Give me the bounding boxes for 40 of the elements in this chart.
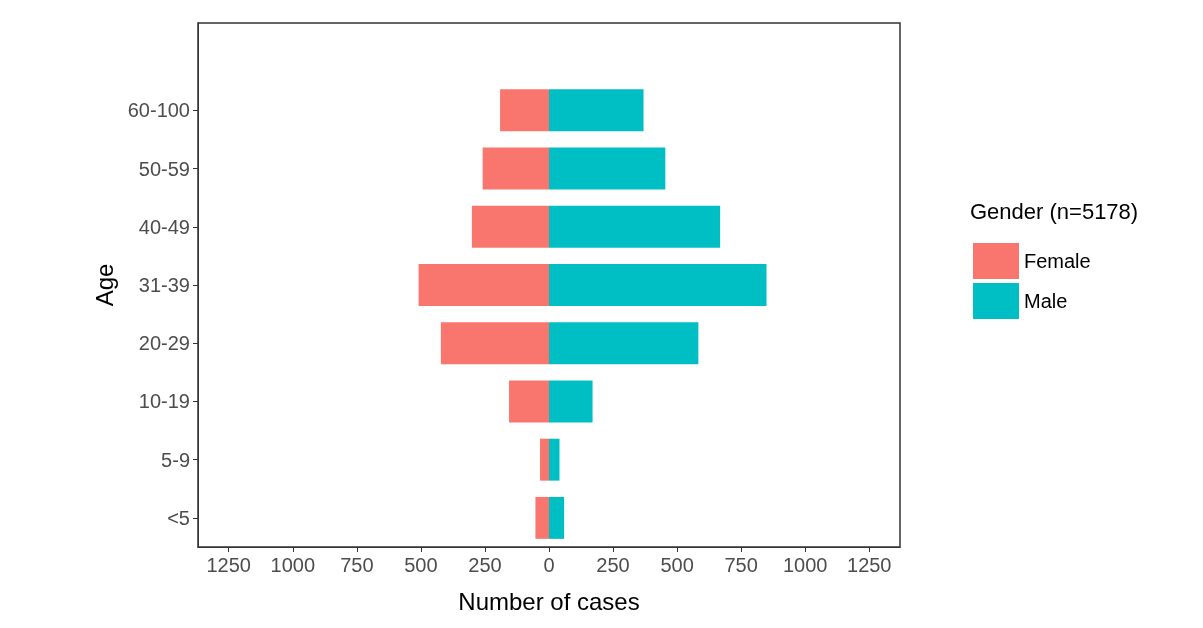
bar <box>482 147 549 190</box>
y-tick-label: 50-59 <box>138 157 190 180</box>
bar <box>549 205 721 248</box>
x-tick-label: 500 <box>660 554 694 576</box>
bar <box>549 322 699 365</box>
bar <box>500 89 549 132</box>
x-tick-label: 1000 <box>270 554 316 576</box>
bar <box>440 322 549 365</box>
y-tick-label: 5-9 <box>161 448 190 471</box>
x-tick-label: 500 <box>404 554 438 576</box>
x-tick-label: 750 <box>724 554 758 576</box>
bar <box>509 380 549 423</box>
bar <box>535 496 549 539</box>
bar <box>540 438 549 481</box>
x-tick-label: 1250 <box>847 554 892 576</box>
y-tick-label: 40-49 <box>138 215 190 238</box>
y-axis-title: Age <box>90 263 118 307</box>
y-tick-label: 60-100 <box>127 99 190 122</box>
y-tick-label: 20-29 <box>138 332 190 355</box>
x-tick-label: 250 <box>468 554 502 576</box>
bar <box>549 264 767 306</box>
bar <box>549 147 666 190</box>
x-tick-label: 250 <box>596 554 630 576</box>
bar <box>549 89 644 132</box>
y-tick-label: 10-19 <box>138 390 190 413</box>
legend-label: Male <box>1024 290 1068 312</box>
bar <box>549 496 565 539</box>
bar <box>418 264 549 306</box>
bar <box>549 380 593 423</box>
bar <box>471 205 549 248</box>
x-tick-label: 0 <box>543 554 555 576</box>
x-tick-label: 1250 <box>206 554 251 576</box>
legend-title: Gender (n=5178) <box>970 198 1139 224</box>
x-tick-label: 750 <box>340 554 374 576</box>
x-axis-title: Number of cases <box>458 587 640 615</box>
x-tick-label: 1000 <box>782 554 828 576</box>
y-tick-label: <5 <box>167 506 190 529</box>
legend-label: Female <box>1024 250 1091 272</box>
y-tick-label: 31-39 <box>138 274 190 296</box>
bar <box>549 438 560 481</box>
